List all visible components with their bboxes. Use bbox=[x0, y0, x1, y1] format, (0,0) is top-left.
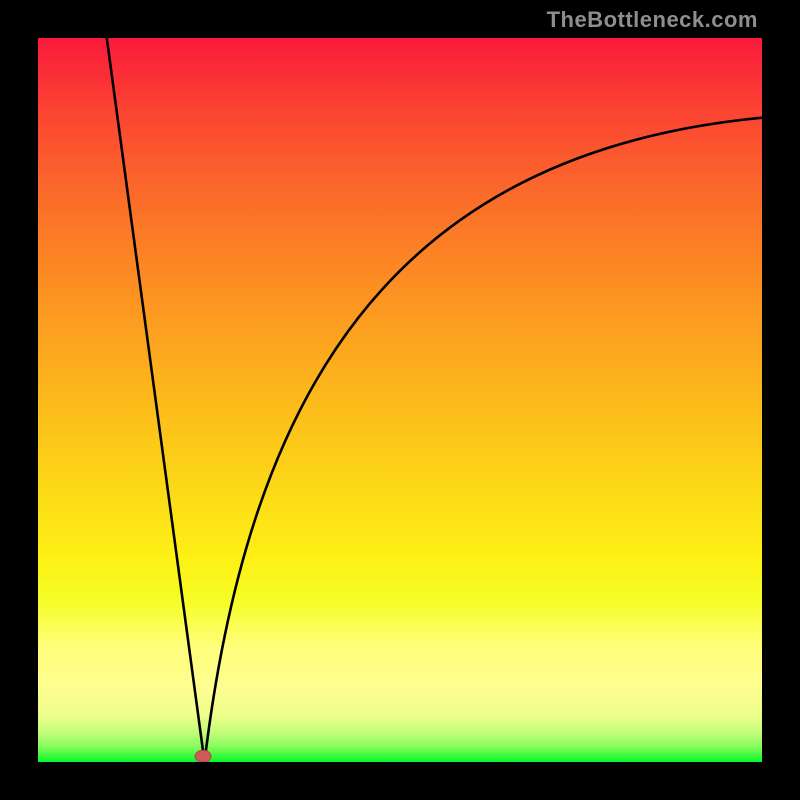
optimum-marker bbox=[195, 750, 211, 762]
plot-area bbox=[38, 38, 762, 762]
watermark-text: TheBottleneck.com bbox=[547, 7, 758, 33]
bottleneck-curve bbox=[38, 38, 762, 762]
curve-path bbox=[107, 38, 762, 762]
